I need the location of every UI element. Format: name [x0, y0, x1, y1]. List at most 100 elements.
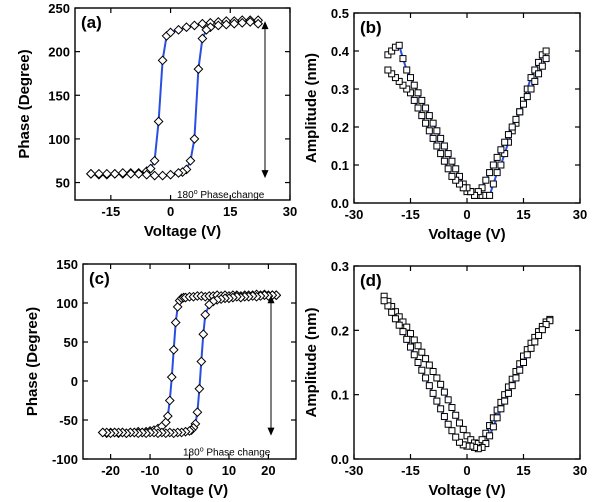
data-point [437, 380, 445, 388]
data-point [437, 150, 445, 158]
data-point [440, 142, 448, 150]
data-point [478, 436, 486, 444]
data-point [149, 155, 160, 166]
data-point [448, 404, 456, 412]
panel-label: (d) [360, 271, 382, 290]
y-tick-label: 0.0 [331, 452, 349, 467]
data-point [535, 58, 543, 66]
data-point [125, 168, 136, 179]
series-line [383, 300, 551, 450]
phase-arrow-head-down [267, 427, 275, 436]
data-point [418, 348, 426, 356]
data-point [391, 74, 399, 82]
y-tick-label: 0 [71, 374, 78, 389]
data-point [493, 153, 501, 161]
data-point [444, 396, 452, 404]
data-point [165, 169, 176, 180]
data-point [486, 432, 494, 440]
data-point [527, 74, 535, 82]
data-point [157, 170, 168, 181]
data-point [527, 344, 535, 352]
data-point [452, 176, 460, 184]
data-point [444, 420, 452, 428]
data-point [237, 17, 248, 28]
data-point [197, 18, 208, 29]
panel-b: -30 -15 0 15 30 0.0 0.1 0.2 0.3 0.4 0.5 Voltage (V)… [303, 6, 587, 243]
data-point [425, 382, 433, 390]
data-point [395, 321, 403, 329]
data-point [448, 427, 456, 435]
y-tick-label: 0.4 [331, 44, 350, 59]
x-tick-label: 30 [573, 463, 587, 478]
data-point [535, 331, 543, 339]
data-point [433, 397, 441, 405]
data-point [474, 188, 482, 196]
series-line [90, 20, 259, 177]
data-point [384, 51, 392, 59]
plot-frame [353, 12, 581, 204]
y-tick-label: 0.2 [331, 120, 349, 135]
data-point [388, 47, 396, 55]
data-point [204, 299, 215, 310]
data-point [418, 96, 426, 104]
data-point [501, 397, 509, 405]
plot-frame [353, 265, 581, 460]
y-tick-label: 150 [48, 88, 70, 103]
data-point [395, 77, 403, 85]
x-tick-label: 0 [186, 463, 193, 478]
data-point [501, 150, 509, 158]
data-point [516, 108, 524, 116]
data-point [414, 342, 422, 350]
data-point [410, 81, 418, 89]
data-point [531, 338, 539, 346]
data-point [527, 85, 535, 93]
data-point [141, 169, 152, 180]
x-tick-label: 10 [222, 463, 236, 478]
data-point [520, 100, 527, 108]
data-point [531, 66, 539, 74]
data-point [497, 161, 505, 169]
data-point [425, 127, 433, 135]
data-point [133, 168, 144, 179]
x-tick-label: -30 [345, 207, 364, 222]
phase-change-annotation: 180o Phase change [183, 447, 271, 459]
data-point [440, 157, 448, 165]
y-tick-label: 0.1 [331, 158, 349, 173]
data-point [221, 19, 232, 30]
data-point [193, 64, 204, 74]
data-point [93, 168, 104, 179]
data-point [542, 47, 550, 55]
data-point [459, 425, 467, 433]
data-point [197, 33, 208, 44]
data-point [399, 328, 407, 336]
data-point [388, 70, 396, 78]
y-tick-label: 100 [48, 132, 70, 147]
data-point [538, 51, 546, 59]
data-point [403, 323, 411, 331]
data-point [399, 81, 407, 89]
data-point [455, 180, 463, 188]
series-line [102, 293, 277, 435]
x-tick-label: 30 [573, 207, 587, 222]
data-point [403, 85, 411, 93]
x-tick-label: -20 [101, 463, 120, 478]
data-point [542, 55, 550, 63]
data-point [185, 155, 196, 166]
plot-frame [74, 7, 291, 201]
panel-d: -30 -15 0 15 30 0.0 0.1 0.2 0.3 Voltage (V) Amplit… [303, 259, 587, 499]
data-point [253, 18, 264, 29]
data-point [403, 66, 411, 74]
data-point [388, 308, 396, 316]
data-point [173, 168, 184, 178]
data-point [149, 170, 160, 181]
panel-a: -15 0 15 30 50 100 150 200 250 Voltage (V) Phase (… [16, 1, 297, 240]
data-point [512, 115, 520, 123]
data-point [489, 180, 497, 188]
y-tick-label: 0.0 [331, 196, 349, 211]
data-point [192, 407, 203, 418]
data-point [418, 112, 426, 120]
data-point [493, 414, 501, 422]
data-point [399, 55, 407, 63]
data-point [422, 119, 430, 127]
data-point [181, 22, 192, 33]
